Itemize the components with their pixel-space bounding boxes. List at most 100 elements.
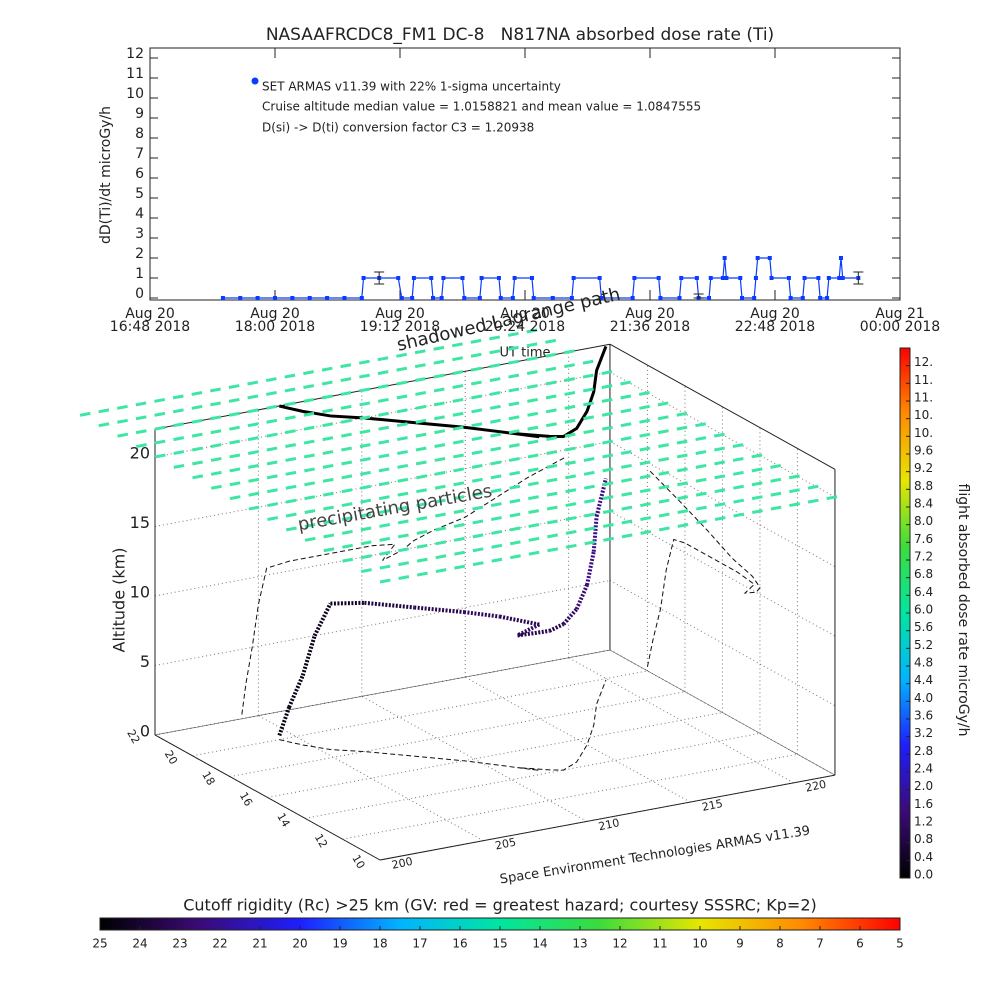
particle-dash (657, 415, 669, 421)
colorbar-tick-label: 7.6 (914, 532, 933, 546)
particle-dash (602, 523, 614, 528)
particle-dash (303, 384, 315, 389)
particle-dash (98, 408, 110, 414)
particle-dash (397, 533, 409, 539)
colorbar-tick-label: 24 (132, 937, 147, 951)
colorbar-tick-label: 0.8 (914, 832, 933, 846)
colorbar-label: Cutoff rigidity (Rc) >25 km (GV: red = g… (183, 896, 817, 915)
particle-dash (621, 477, 633, 483)
particle-dash (173, 436, 185, 442)
particle-dash (527, 425, 539, 431)
particle-dash (341, 529, 353, 535)
data-point (767, 256, 772, 260)
particle-dash (247, 422, 259, 428)
particle-dash (396, 366, 408, 372)
data-point (477, 296, 482, 300)
particle-dash (547, 547, 559, 553)
particle-dash (452, 370, 464, 376)
axis (154, 649, 611, 736)
trajectory-segment (591, 516, 599, 552)
colorbar-tick-label: 3.6 (914, 709, 933, 723)
particle-dash (584, 526, 596, 532)
particle-dash (714, 460, 726, 466)
x-tick-label: Aug 20 22:48 2018 (734, 306, 816, 335)
particle-dash (285, 443, 297, 449)
data-point (658, 296, 663, 300)
x-tick-label: 220 (804, 778, 827, 795)
particle-dash (491, 529, 503, 535)
particle-dash (788, 474, 800, 480)
particle-dash (416, 571, 428, 577)
particle-dash (415, 474, 427, 480)
particle-dash (414, 363, 426, 369)
data-point (439, 296, 444, 300)
colorbar-tick-label: 1.2 (914, 815, 933, 829)
particle-dash (191, 404, 203, 410)
particle-dash (770, 491, 782, 497)
y-tick-label: 5 (135, 186, 144, 202)
particle-dash (415, 418, 427, 424)
particle-dash (751, 467, 763, 473)
particle-dash (602, 509, 614, 514)
particle-dash (341, 446, 353, 452)
particle-dash (341, 502, 353, 508)
particle-dash (435, 568, 447, 574)
particle-dash (135, 443, 147, 449)
particle-dash (398, 561, 410, 567)
particle-dash (210, 429, 222, 435)
grid-line (267, 712, 723, 798)
particle-dash (565, 529, 577, 535)
colorbar-tick-label: 6.8 (914, 567, 933, 581)
particle-dash (359, 373, 370, 379)
particle-dash (191, 432, 203, 438)
particle-dash (695, 491, 707, 497)
particle-dash (323, 533, 335, 539)
grid-line (342, 753, 798, 840)
particle-dash (657, 401, 669, 407)
particle-dash (117, 418, 128, 424)
colorbar-tick-label: 7 (816, 937, 824, 951)
particle-dash (397, 505, 409, 511)
particle-dash (360, 568, 372, 574)
particle-dash (676, 453, 688, 459)
particle-dash (378, 495, 390, 501)
particle-dash (322, 477, 334, 483)
particle-dash (135, 429, 147, 435)
particle-dash (564, 446, 576, 452)
colorbar-tick-label: 8.8 (914, 479, 933, 493)
particle-dash (527, 467, 539, 473)
particle-dash (433, 387, 445, 393)
colorbar-tick-label: 23 (172, 937, 187, 951)
particle-dash (210, 401, 222, 407)
particle-dash (733, 484, 744, 490)
particle-dash (358, 359, 370, 365)
data-point (429, 276, 434, 280)
particle-dash (340, 377, 352, 383)
particle-dash (135, 401, 147, 407)
particle-dash (528, 550, 540, 556)
particle-dash (416, 529, 428, 535)
particle-dash (508, 443, 520, 449)
data-point (512, 276, 517, 280)
particle-dash (340, 404, 352, 410)
particle-dash (285, 470, 297, 476)
data-point (290, 296, 295, 300)
particle-dash (826, 495, 838, 501)
particle-dash (509, 498, 521, 504)
data-point (708, 276, 713, 280)
particle-dash (341, 474, 353, 480)
particle-dash (359, 401, 371, 407)
chart-title: NASAAFRCDC8_FM1 DC-8 N817NA absorbed dos… (266, 25, 774, 45)
particle-dash (340, 391, 352, 396)
particle-dash (340, 418, 352, 424)
particle-dash (676, 425, 688, 431)
y-tick-label: 2 (135, 246, 144, 262)
particle-dash (434, 498, 446, 504)
particle-dash (602, 467, 614, 473)
particle-dash (116, 404, 128, 410)
particle-dash (452, 397, 464, 403)
particle-dash (284, 387, 296, 393)
particle-dash (547, 533, 558, 539)
particle-dash (229, 439, 241, 445)
particle-dash (323, 547, 335, 553)
